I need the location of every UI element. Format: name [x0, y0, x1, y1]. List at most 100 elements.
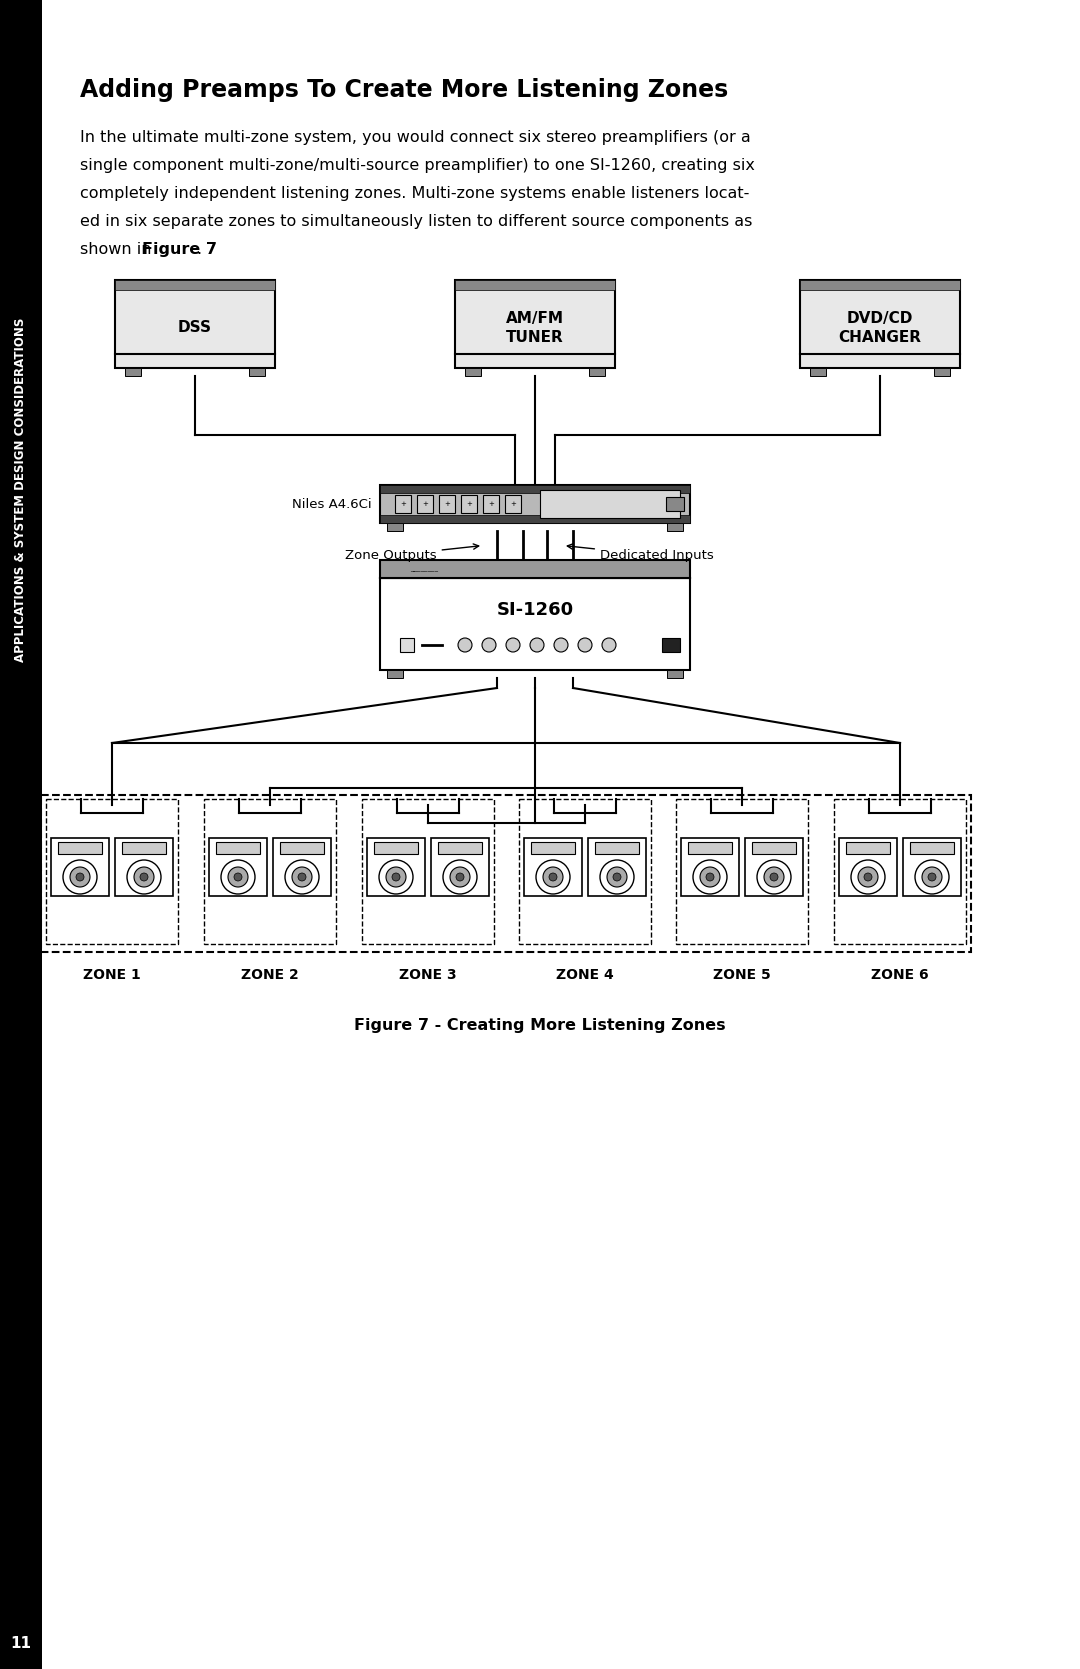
Bar	[210, 838, 267, 896]
Circle shape	[458, 638, 472, 653]
Bar	[540, 491, 680, 517]
Bar	[483, 496, 499, 512]
Text: +: +	[510, 501, 516, 507]
Bar	[461, 496, 477, 512]
Circle shape	[922, 866, 942, 886]
Bar	[839, 838, 897, 896]
Text: ZONE 2: ZONE 2	[241, 968, 299, 981]
Text: single component multi-zone/multi-source preamplifier) to one SI-1260, creating : single component multi-zone/multi-source…	[80, 159, 755, 174]
Circle shape	[392, 873, 400, 881]
Circle shape	[928, 873, 936, 881]
Bar	[800, 280, 960, 367]
Circle shape	[706, 873, 714, 881]
Bar	[0, 1617, 42, 1669]
Bar	[380, 486, 690, 522]
Bar	[681, 838, 739, 896]
Text: +: +	[422, 501, 428, 507]
Bar	[417, 496, 433, 512]
Circle shape	[70, 866, 90, 886]
Circle shape	[228, 866, 248, 886]
Circle shape	[613, 873, 621, 881]
Text: Zone Outputs: Zone Outputs	[345, 544, 478, 562]
Circle shape	[386, 866, 406, 886]
Circle shape	[482, 638, 496, 653]
Bar	[122, 841, 166, 855]
Circle shape	[543, 866, 563, 886]
Bar	[588, 838, 646, 896]
Bar	[380, 516, 690, 522]
Bar	[667, 669, 683, 678]
Bar	[438, 841, 482, 855]
Bar	[505, 496, 521, 512]
Text: ed in six separate zones to simultaneously listen to different source components: ed in six separate zones to simultaneous…	[80, 214, 753, 229]
Text: +: +	[488, 501, 494, 507]
Circle shape	[298, 873, 306, 881]
Bar	[846, 841, 890, 855]
Bar	[810, 367, 826, 376]
Circle shape	[127, 860, 161, 895]
Bar	[114, 838, 173, 896]
Bar	[745, 838, 804, 896]
Bar	[752, 841, 796, 855]
Bar	[46, 799, 178, 945]
Text: AM/FM
TUNER: AM/FM TUNER	[507, 310, 564, 345]
Text: 11: 11	[11, 1636, 31, 1651]
Bar	[41, 794, 971, 951]
Text: ZONE 6: ZONE 6	[872, 968, 929, 981]
Bar	[58, 841, 102, 855]
Circle shape	[915, 860, 949, 895]
Text: In the ultimate multi-zone system, you would connect six stereo preamplifiers (o: In the ultimate multi-zone system, you w…	[80, 130, 751, 145]
Circle shape	[379, 860, 413, 895]
Text: SI-1260: SI-1260	[497, 601, 573, 619]
Circle shape	[285, 860, 319, 895]
Bar	[380, 577, 690, 669]
Bar	[688, 841, 732, 855]
Circle shape	[607, 866, 627, 886]
Bar	[400, 638, 414, 653]
Bar	[387, 522, 403, 531]
Bar	[934, 367, 950, 376]
Bar	[280, 841, 324, 855]
Text: DVD/CD
CHANGER: DVD/CD CHANGER	[838, 310, 921, 345]
Bar	[273, 838, 330, 896]
Bar	[114, 280, 275, 290]
Circle shape	[851, 860, 885, 895]
Text: ZONE 4: ZONE 4	[556, 968, 613, 981]
Text: Figure 7: Figure 7	[141, 242, 217, 257]
Bar	[455, 280, 615, 367]
Bar	[438, 496, 455, 512]
Bar	[834, 799, 966, 945]
Text: shown in: shown in	[80, 242, 157, 257]
Circle shape	[530, 638, 544, 653]
Bar	[465, 367, 481, 376]
Circle shape	[858, 866, 878, 886]
Bar	[380, 486, 690, 492]
Bar	[455, 280, 615, 290]
Circle shape	[770, 873, 778, 881]
Bar	[531, 841, 575, 855]
Text: completely independent listening zones. Multi-zone systems enable listeners loca: completely independent listening zones. …	[80, 185, 750, 200]
Circle shape	[450, 866, 470, 886]
Text: +: +	[467, 501, 472, 507]
Text: APPLICATIONS & SYSTEM DESIGN CONSIDERATIONS: APPLICATIONS & SYSTEM DESIGN CONSIDERATI…	[14, 317, 27, 663]
Circle shape	[554, 638, 568, 653]
Text: Niles A4.6Ci: Niles A4.6Ci	[293, 497, 372, 511]
Bar	[249, 367, 265, 376]
Circle shape	[578, 638, 592, 653]
Bar	[380, 561, 690, 577]
Bar	[910, 841, 954, 855]
Bar	[387, 669, 403, 678]
Circle shape	[63, 860, 97, 895]
Bar	[367, 838, 426, 896]
Bar	[524, 838, 582, 896]
Bar	[204, 799, 336, 945]
Text: DSS: DSS	[178, 320, 212, 335]
Circle shape	[700, 866, 720, 886]
Bar	[0, 0, 42, 1669]
Bar	[667, 522, 683, 531]
Circle shape	[234, 873, 242, 881]
Circle shape	[602, 638, 616, 653]
Circle shape	[600, 860, 634, 895]
Circle shape	[864, 873, 872, 881]
Bar	[903, 838, 961, 896]
